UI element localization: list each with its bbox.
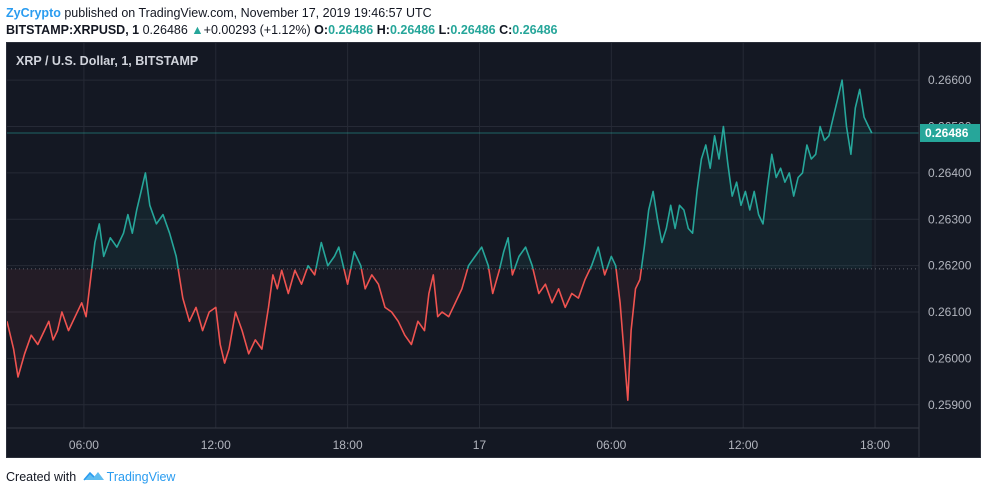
y-tick-label: 0.26600	[928, 73, 972, 87]
footer: Created with TradingView	[6, 468, 175, 486]
chart-canvas[interactable]: 0.25900 0.26000 0.26100 0.26200 0.26300 0.264…	[7, 43, 980, 457]
close-value: 0.26486	[512, 23, 558, 37]
price-change: +0.00293 (+1.12%)	[203, 23, 311, 37]
time-axis[interactable]: 06:00 12:00 18:00 17 06:00 12:00 18:00	[69, 438, 890, 452]
last-price-badge	[920, 123, 980, 142]
high-value: 0.26486	[389, 23, 436, 37]
x-tick-label: 18:00	[333, 438, 363, 452]
plot-area	[7, 79, 919, 401]
y-tick-label: 0.26400	[928, 166, 972, 180]
low-value: 0.26486	[450, 23, 496, 37]
price-chart[interactable]: 0.25900 0.26000 0.26100 0.26200 0.26300 0.264…	[6, 42, 981, 458]
open-value: 0.26486	[328, 23, 374, 37]
published-text: published on TradingView.com, November 1…	[64, 6, 432, 20]
publish-line: ZyCrypto published on TradingView.com, N…	[6, 5, 981, 22]
created-with-label: Created with	[6, 470, 77, 484]
tradingview-logo-icon[interactable]	[83, 469, 105, 487]
change-arrow-icon: ▲	[191, 23, 204, 37]
chart-background	[7, 43, 980, 457]
y-tick-label: 0.26000	[928, 351, 972, 365]
x-tick-label: 06:00	[69, 438, 99, 452]
author-link[interactable]: ZyCrypto	[6, 6, 61, 20]
last-price: 0.26486	[142, 23, 188, 37]
x-tick-label: 17	[473, 438, 487, 452]
chart-title: XRP / U.S. Dollar, 1, BITSTAMP	[16, 54, 198, 68]
y-tick-label: 0.26200	[928, 259, 972, 273]
publish-header: ZyCrypto published on TradingView.com, N…	[6, 5, 981, 39]
tradingview-brand-link[interactable]: TradingView	[106, 470, 176, 484]
x-tick-label: 12:00	[728, 438, 758, 452]
y-tick-label: 0.25900	[928, 398, 972, 412]
price-axis[interactable]: 0.25900 0.26000 0.26100 0.26200 0.26300 0.264…	[920, 73, 980, 412]
chart-grid	[7, 43, 919, 428]
symbol-info-line: BITSTAMP:XRPUSD, 1 0.26486 ▲+0.00293 (+1…	[6, 22, 981, 39]
last-price-badge-label: 0.26486	[925, 126, 969, 140]
y-tick-label: 0.26100	[928, 305, 972, 319]
y-tick-label: 0.26300	[928, 212, 972, 226]
x-tick-label: 12:00	[201, 438, 231, 452]
low-label: L:	[438, 23, 451, 37]
close-label: C:	[499, 23, 513, 37]
symbol-label: BITSTAMP:XRPUSD, 1	[6, 23, 140, 37]
x-tick-label: 06:00	[596, 438, 626, 452]
price-line-up	[90, 79, 873, 269]
open-label: O:	[314, 23, 329, 37]
high-label: H:	[376, 23, 390, 37]
x-tick-label: 18:00	[860, 438, 890, 452]
area-fill-down	[7, 268, 872, 401]
